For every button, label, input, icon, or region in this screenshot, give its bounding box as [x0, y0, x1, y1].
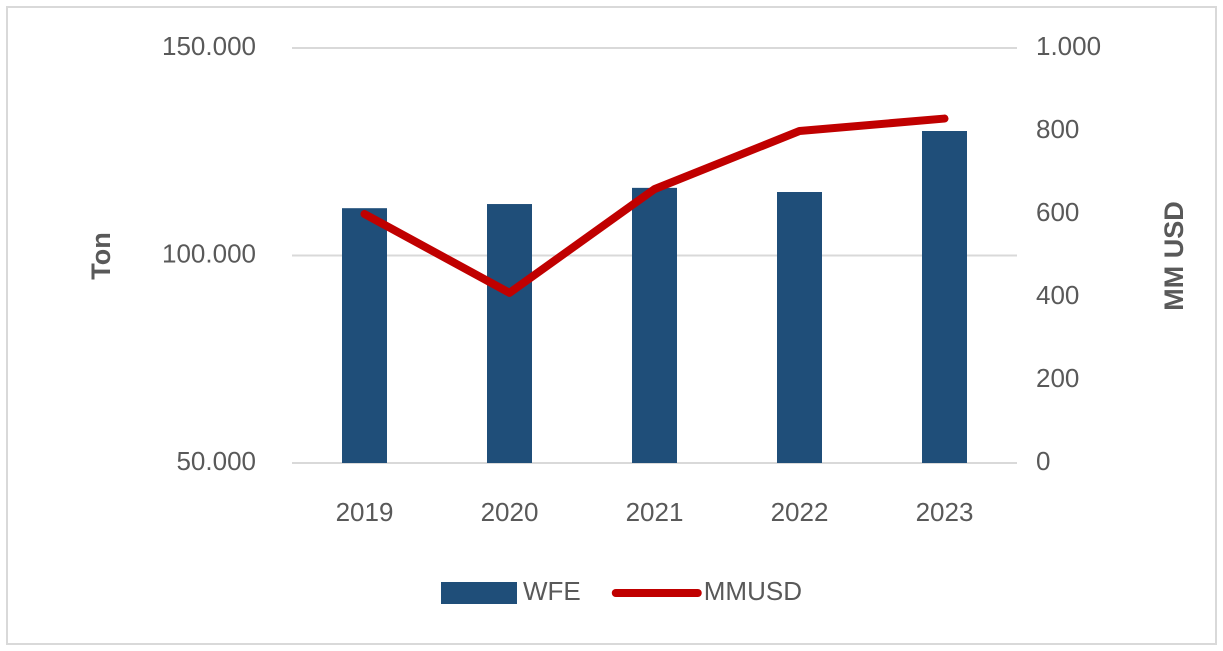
bar — [632, 187, 677, 464]
bar — [777, 192, 822, 463]
bar — [487, 204, 532, 464]
chart-frame — [6, 6, 1217, 645]
y2-tick-label: 800 — [1036, 114, 1079, 144]
y2-axis-title: MM USD — [1159, 201, 1189, 311]
legend-swatch — [441, 582, 517, 604]
y-tick-label: 50.000 — [176, 446, 256, 476]
x-tick-label: 2023 — [916, 497, 974, 527]
y2-tick-label: 1.000 — [1036, 31, 1101, 61]
y-axis-title: Ton — [86, 232, 116, 279]
bar — [922, 131, 967, 463]
x-tick-label: 2021 — [626, 497, 684, 527]
x-tick-label: 2019 — [336, 497, 394, 527]
legend-label: WFE — [523, 576, 581, 606]
line — [360, 114, 949, 297]
x-tick-label: 2022 — [771, 497, 829, 527]
y2-tick-label: 600 — [1036, 197, 1079, 227]
y2-tick-label: 400 — [1036, 280, 1079, 310]
y2-tick-label: 200 — [1036, 363, 1079, 393]
bar — [342, 208, 387, 463]
y2-tick-label: 0 — [1036, 446, 1050, 476]
y-tick-label: 150.000 — [162, 31, 256, 61]
x-tick-label: 2020 — [481, 497, 539, 527]
legend-label: MMUSD — [704, 576, 802, 606]
y-tick-label: 100.000 — [162, 238, 256, 268]
